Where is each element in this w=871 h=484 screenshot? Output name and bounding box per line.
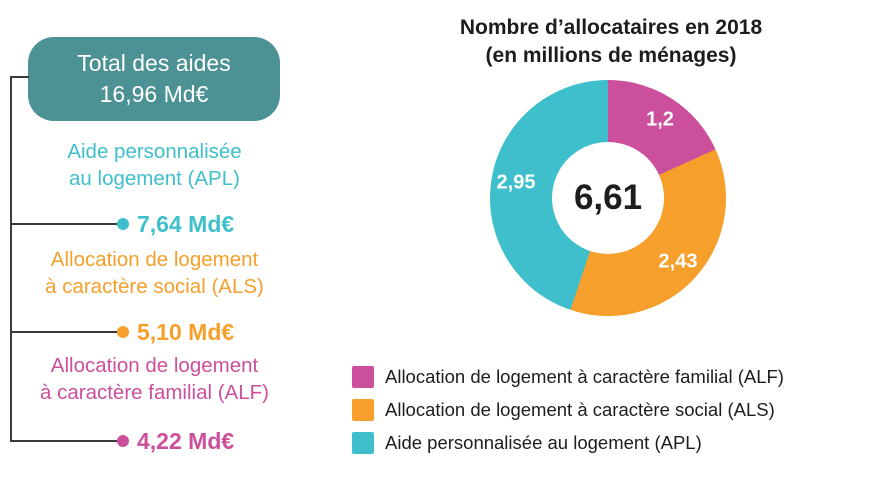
donut-chart: 1,2 2,43 2,95 6,61 bbox=[490, 80, 726, 316]
aid-value-als: 5,10 Md€ bbox=[137, 318, 235, 345]
slice-value-apl: 2,95 bbox=[496, 171, 536, 194]
donut-hole: 6,61 bbox=[552, 142, 664, 254]
aid-label-apl-line2: au logement (APL) bbox=[69, 167, 240, 190]
aid-label-als: Allocation de logement à caractère socia… bbox=[2, 246, 307, 300]
donut-center-total: 6,61 bbox=[573, 178, 643, 217]
bullet-dot-alf bbox=[117, 435, 129, 447]
legend-swatch-apl bbox=[352, 432, 374, 454]
aid-label-als-line1: Allocation de logement bbox=[50, 248, 259, 271]
slice-value-alf: 1,2 bbox=[646, 108, 674, 131]
connector-branch-als bbox=[10, 331, 120, 333]
legend-label-apl: Aide personnalisée au logement (APL) bbox=[385, 432, 702, 453]
connector-elbow bbox=[10, 76, 29, 78]
aid-value-alf: 4,22 Md€ bbox=[137, 427, 235, 454]
legend-swatch-alf bbox=[352, 366, 374, 388]
aid-value-row-als: 5,10 Md€ bbox=[117, 318, 235, 345]
chart-legend: Allocation de logement à caractère famil… bbox=[352, 366, 784, 465]
aid-value-row-apl: 7,64 Md€ bbox=[117, 210, 235, 237]
chart-title-line1: Nombre d’allocataires en 2018 bbox=[459, 16, 763, 39]
slice-value-als: 2,43 bbox=[658, 250, 698, 273]
aid-value-apl: 7,64 Md€ bbox=[137, 210, 235, 237]
aid-label-apl-line1: Aide personnalisée bbox=[67, 140, 242, 163]
bullet-dot-als bbox=[117, 326, 129, 338]
total-box-amount: 16,96 Md€ bbox=[99, 81, 209, 107]
total-box-title: Total des aides bbox=[77, 50, 231, 76]
aid-label-alf-line2: à caractère familial (ALF) bbox=[40, 381, 269, 404]
legend-row-apl: Aide personnalisée au logement (APL) bbox=[352, 432, 784, 454]
chart-title: Nombre d’allocataires en 2018 (en millio… bbox=[360, 14, 862, 70]
aid-value-row-alf: 4,22 Md€ bbox=[117, 427, 235, 454]
aid-label-als-line2: à caractère social (ALS) bbox=[45, 275, 264, 298]
legend-label-als: Allocation de logement à caractère socia… bbox=[385, 399, 775, 420]
chart-title-line2: (en millions de ménages) bbox=[485, 44, 737, 67]
bullet-dot-apl bbox=[117, 218, 129, 230]
connector-trunk bbox=[10, 76, 12, 442]
connector-branch-apl bbox=[10, 223, 120, 225]
aid-label-apl: Aide personnalisée au logement (APL) bbox=[2, 138, 307, 192]
legend-label-alf: Allocation de logement à caractère famil… bbox=[385, 366, 784, 387]
legend-row-alf: Allocation de logement à caractère famil… bbox=[352, 366, 784, 388]
total-aid-box: Total des aides 16,96 Md€ bbox=[28, 37, 280, 121]
aid-label-alf: Allocation de logement à caractère famil… bbox=[2, 352, 307, 406]
legend-swatch-als bbox=[352, 399, 374, 421]
legend-row-als: Allocation de logement à caractère socia… bbox=[352, 399, 784, 421]
connector-branch-alf bbox=[10, 440, 120, 442]
aid-label-alf-line1: Allocation de logement bbox=[50, 354, 259, 377]
